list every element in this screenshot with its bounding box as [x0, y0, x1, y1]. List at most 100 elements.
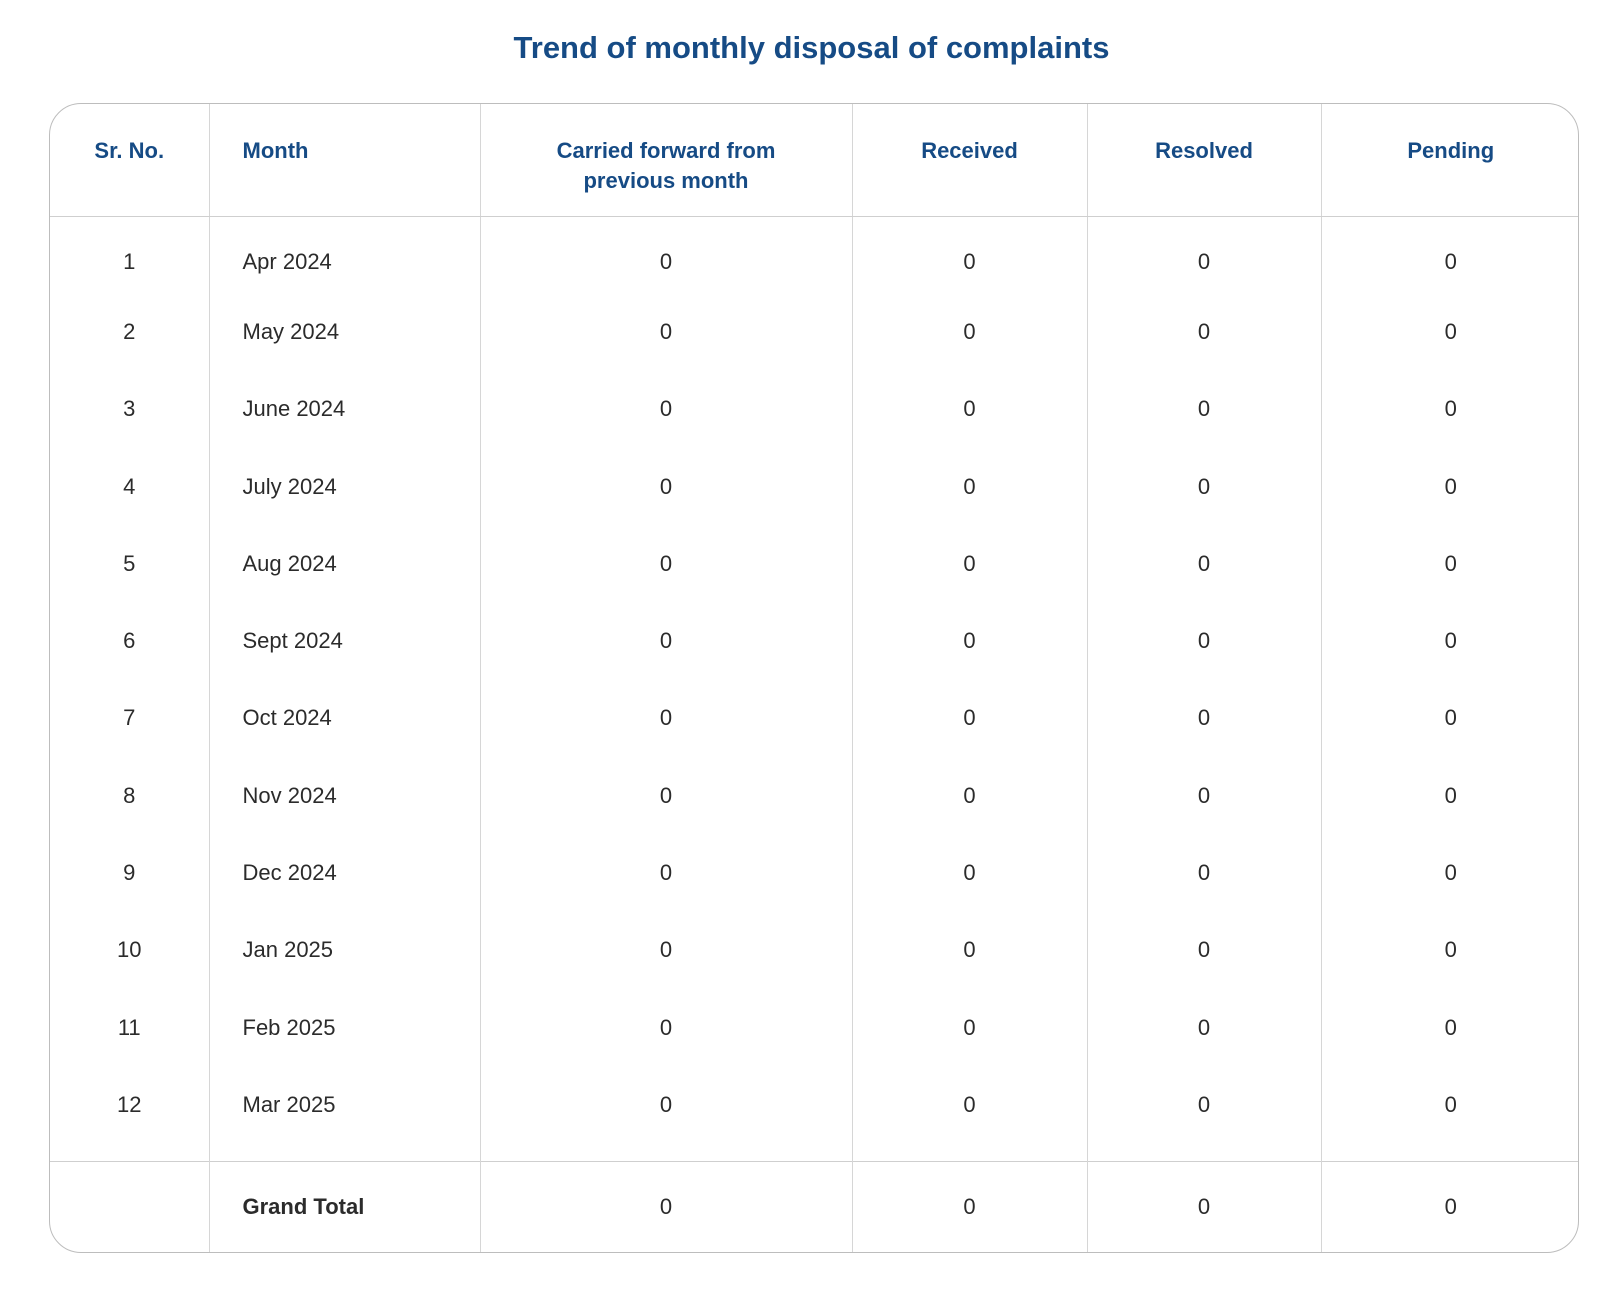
- header-sr-no: Sr. No.: [50, 104, 210, 217]
- received-cell: 0: [852, 216, 1088, 294]
- sr-no-cell: 10: [50, 911, 210, 989]
- month-cell: Oct 2024: [209, 679, 481, 758]
- resolved-cell: 0: [1087, 757, 1322, 835]
- table-row: 8 Nov 2024 0 0 0 0: [50, 757, 1578, 835]
- pending-cell: 0: [1444, 473, 1457, 499]
- table-row: 11 Feb 2025 0 0 0 0: [50, 988, 1578, 1067]
- received-cell: 0: [852, 370, 1088, 448]
- resolved-cell: 0: [1087, 370, 1322, 448]
- carried-forward-cell: 0: [480, 911, 853, 989]
- sr-no-cell: 5: [50, 525, 210, 603]
- received-cell: 0: [852, 293, 1088, 371]
- resolved-cell: 0: [1087, 911, 1322, 989]
- carried-forward-cell: 0: [480, 216, 853, 294]
- table-row: 6 Sept 2024 0 0 0 0: [50, 602, 1578, 680]
- carried-forward-cell: 0: [480, 525, 853, 603]
- grand-total-carried-forward: 0: [480, 1161, 853, 1252]
- month-cell: June 2024: [209, 370, 481, 448]
- month-cell: Sept 2024: [209, 602, 481, 680]
- table-row: 2 May 2024 0 0 0 0: [50, 293, 1578, 371]
- month-cell: Apr 2024: [209, 216, 481, 294]
- sr-no-cell: 12: [50, 1066, 210, 1144]
- pending-cell: 0: [1444, 860, 1457, 886]
- received-cell: 0: [852, 988, 1088, 1067]
- pending-cell: 0: [1444, 1014, 1457, 1040]
- grand-total-row: Grand Total 0 0 0 0: [50, 1161, 1578, 1252]
- header-month: Month: [209, 104, 481, 217]
- received-cell: 0: [852, 911, 1088, 989]
- pending-cell: 0: [1444, 550, 1457, 576]
- resolved-cell: 0: [1087, 216, 1322, 294]
- received-cell: 0: [852, 757, 1088, 835]
- month-cell: Feb 2025: [209, 988, 481, 1067]
- header-resolved: Resolved: [1087, 104, 1322, 217]
- sr-no-cell: 2: [50, 293, 210, 371]
- sr-no-cell: 1: [50, 216, 210, 294]
- table-row: 5 Aug 2024 0 0 0 0: [50, 525, 1578, 603]
- sr-no-cell: 11: [50, 988, 210, 1067]
- carried-forward-cell: 0: [480, 370, 853, 448]
- sr-no-cell: 7: [50, 679, 210, 758]
- table-row: 9 Dec 2024 0 0 0 0: [50, 834, 1578, 912]
- grand-total-pending: 0: [1321, 1161, 1578, 1252]
- month-cell: Dec 2024: [209, 834, 481, 912]
- table-row: 4 July 2024 0 0 0 0: [50, 447, 1578, 526]
- table-row: 3 June 2024 0 0 0 0: [50, 370, 1578, 448]
- resolved-cell: 0: [1087, 293, 1322, 371]
- month-cell: Jan 2025: [209, 911, 481, 989]
- month-cell: Nov 2024: [209, 757, 481, 835]
- table-header: Sr. No. Month Carried forward from previ…: [50, 104, 1578, 217]
- header-pending: Pending: [1321, 104, 1578, 217]
- sr-no-cell: 4: [50, 447, 210, 526]
- page-title: Trend of monthly disposal of complaints: [513, 30, 1110, 65]
- received-cell: 0: [852, 602, 1088, 680]
- complaints-table-card: Sr. No. Month Carried forward from previ…: [49, 103, 1579, 1253]
- sr-no-cell: 9: [50, 834, 210, 912]
- pending-cell: 0: [1444, 318, 1457, 344]
- resolved-cell: 0: [1087, 679, 1322, 758]
- grand-total-resolved: 0: [1087, 1161, 1322, 1252]
- complaints-table: Sr. No. Month Carried forward from previ…: [50, 104, 1578, 1252]
- carried-forward-cell: 0: [480, 834, 853, 912]
- sr-no-cell: 6: [50, 602, 210, 680]
- carried-forward-cell: 0: [480, 602, 853, 680]
- header-row: Sr. No. Month Carried forward from previ…: [50, 104, 1578, 217]
- header-received: Received: [852, 104, 1088, 217]
- resolved-cell: 0: [1087, 834, 1322, 912]
- table-body: 1 Apr 2024 0 0 0 0 2 May 2024 0 0 0 0 3 …: [50, 216, 1578, 1162]
- resolved-cell: 0: [1087, 1066, 1322, 1144]
- pending-cell: 0: [1444, 628, 1457, 654]
- pending-cell: 0: [1444, 937, 1457, 963]
- month-cell: Mar 2025: [209, 1066, 481, 1144]
- grand-total-label: Grand Total: [209, 1161, 481, 1252]
- resolved-cell: 0: [1087, 447, 1322, 526]
- table-spacer: [50, 1143, 1578, 1162]
- received-cell: 0: [852, 834, 1088, 912]
- pending-cell: 0: [1444, 782, 1457, 808]
- resolved-cell: 0: [1087, 602, 1322, 680]
- carried-forward-cell: 0: [480, 757, 853, 835]
- month-cell: July 2024: [209, 447, 481, 526]
- carried-forward-cell: 0: [480, 988, 853, 1067]
- table-row: 1 Apr 2024 0 0 0 0: [50, 216, 1578, 294]
- grand-total-sr-cell: [50, 1161, 210, 1252]
- table-row: 10 Jan 2025 0 0 0 0: [50, 911, 1578, 989]
- sr-no-cell: 3: [50, 370, 210, 448]
- grand-total-received: 0: [852, 1161, 1088, 1252]
- pending-cell: 0: [1444, 705, 1457, 731]
- pending-cell: 0: [1444, 396, 1457, 422]
- month-cell: May 2024: [209, 293, 481, 371]
- carried-forward-cell: 0: [480, 679, 853, 758]
- received-cell: 0: [852, 679, 1088, 758]
- table-row: 12 Mar 2025 0 0 0 0: [50, 1066, 1578, 1144]
- table-footer: Grand Total 0 0 0 0: [50, 1161, 1578, 1252]
- month-cell: Aug 2024: [209, 525, 481, 603]
- resolved-cell: 0: [1087, 525, 1322, 603]
- carried-forward-cell: 0: [480, 447, 853, 526]
- received-cell: 0: [852, 525, 1088, 603]
- carried-forward-cell: 0: [480, 1066, 853, 1144]
- header-carried-forward-line1: Carried forward from: [556, 138, 776, 163]
- received-cell: 0: [852, 1066, 1088, 1144]
- header-carried-forward: Carried forward from previous month: [480, 104, 853, 217]
- carried-forward-cell: 0: [480, 293, 853, 371]
